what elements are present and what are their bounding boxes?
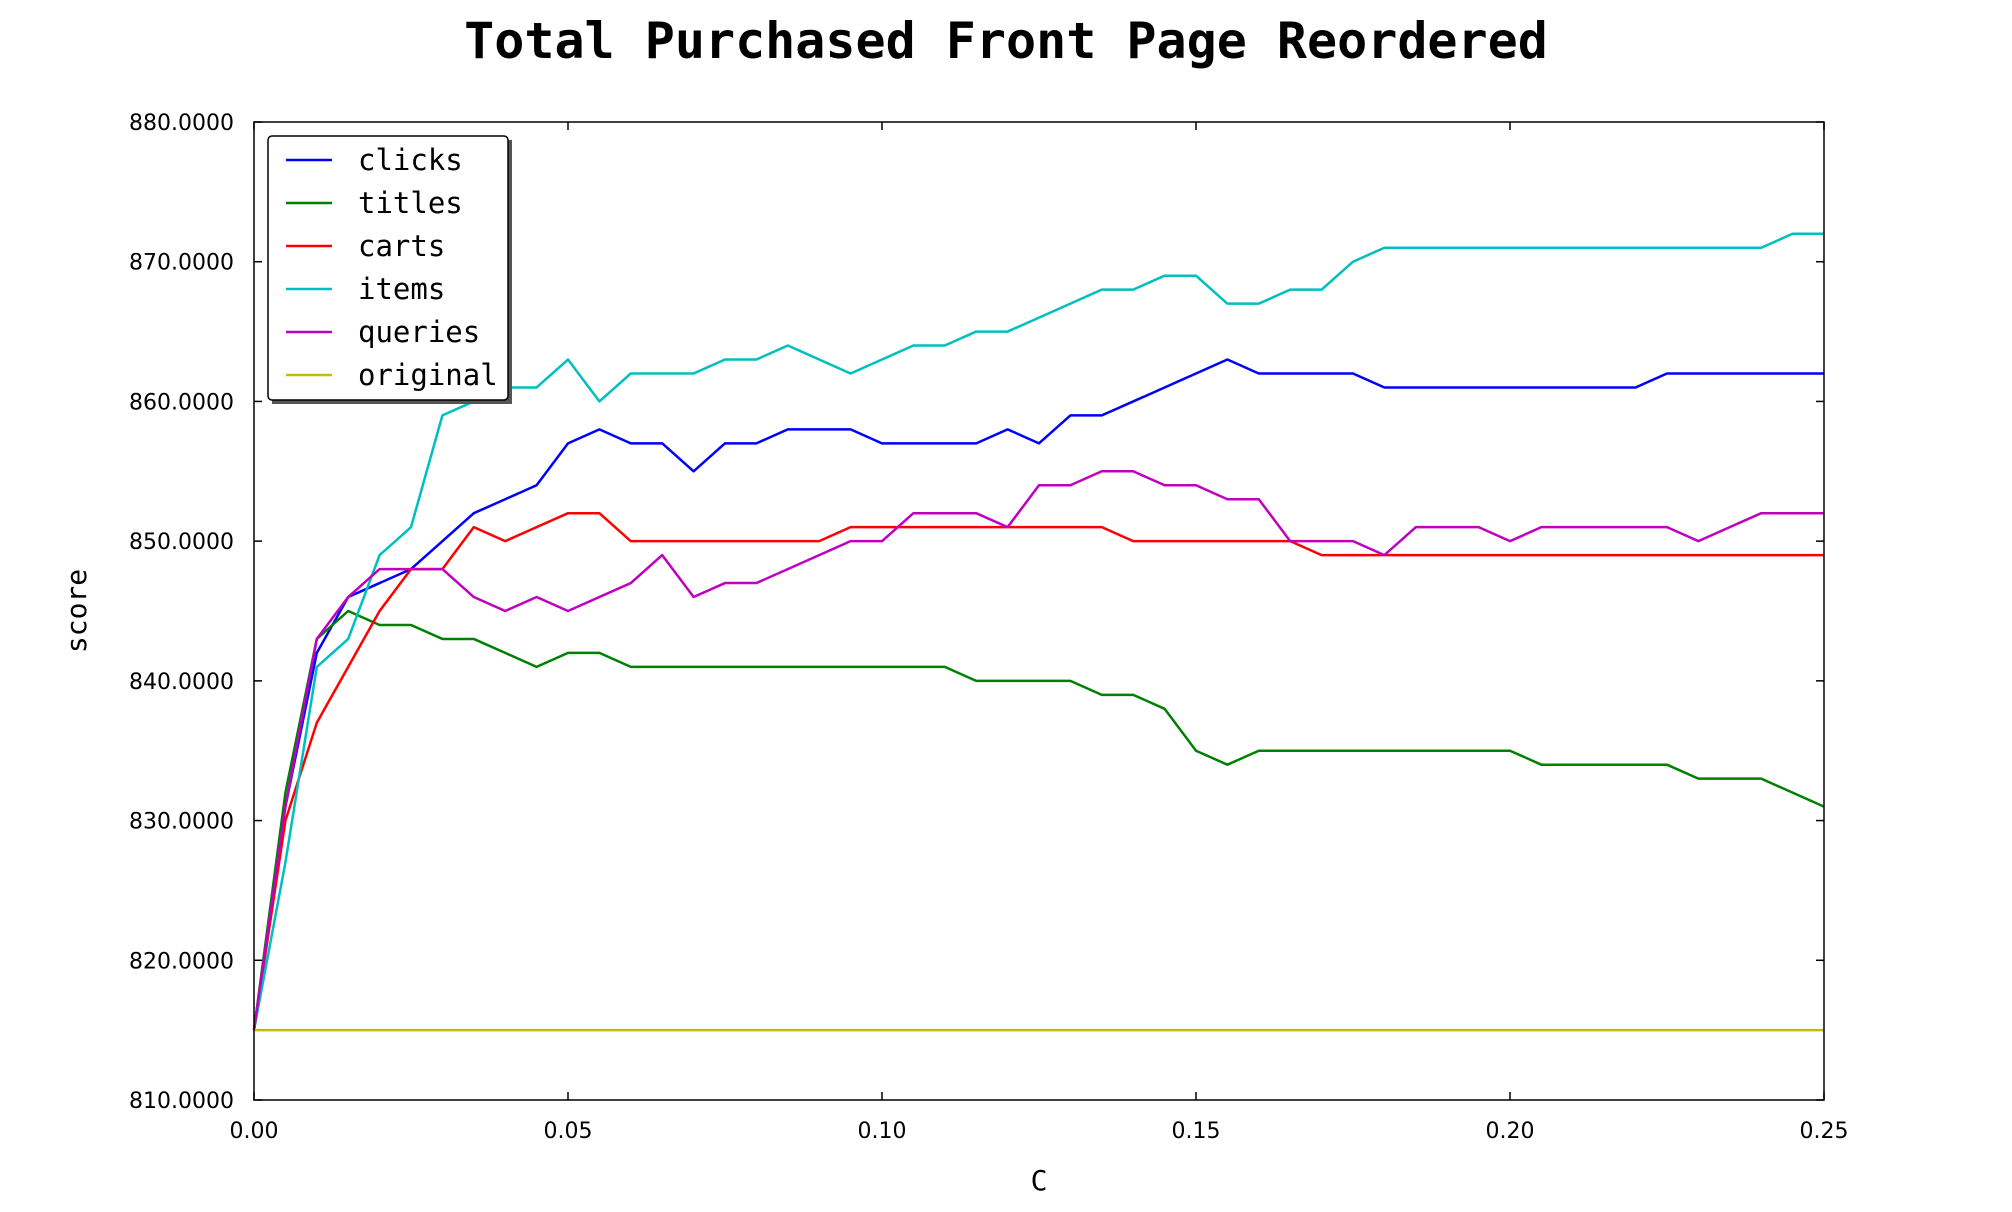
legend-label-carts: carts bbox=[358, 229, 445, 263]
x-tick-label: 0.05 bbox=[544, 1119, 593, 1144]
series-lines bbox=[252, 232, 1825, 1032]
y-tick-label: 860.0000 bbox=[129, 390, 234, 415]
y-tick-label: 820.0000 bbox=[129, 949, 234, 974]
legend: clicks titles carts items queries original bbox=[267, 135, 512, 404]
x-tick-label: 0.20 bbox=[1486, 1119, 1535, 1144]
legend-label-clicks: clicks bbox=[358, 143, 463, 177]
y-tick-label: 830.0000 bbox=[129, 810, 234, 835]
y-tick-label: 840.0000 bbox=[129, 670, 234, 695]
y-tick-label: 870.0000 bbox=[129, 251, 234, 276]
x-tick-label: 0.00 bbox=[230, 1119, 279, 1144]
axis-ticks: 0.00 0.05 0.10 0.15 0.20 0.25 810.0000 820.0000… bbox=[129, 111, 1848, 1144]
series-line-queries bbox=[252, 470, 1824, 1031]
series-line-items bbox=[252, 232, 1824, 1031]
series-line-titles bbox=[252, 609, 1825, 1031]
y-tick-label: 880.0000 bbox=[129, 111, 234, 136]
y-tick-label: 850.0000 bbox=[129, 530, 234, 555]
x-tick-label: 0.10 bbox=[858, 1119, 907, 1144]
chart-title: Total Purchased Front Page Reordered bbox=[464, 12, 1548, 70]
legend-label-original: original bbox=[358, 358, 498, 392]
legend-label-items: items bbox=[358, 272, 445, 306]
legend-label-titles: titles bbox=[358, 186, 463, 220]
y-axis-label: score bbox=[60, 569, 93, 653]
y-tick-label: 810.0000 bbox=[129, 1089, 234, 1114]
legend-label-queries: queries bbox=[358, 315, 480, 349]
series-line-clicks bbox=[252, 358, 1824, 1031]
plot-frame bbox=[253, 121, 1825, 1101]
x-tick-label: 0.25 bbox=[1800, 1119, 1849, 1144]
x-axis-label: C bbox=[1031, 1164, 1048, 1197]
x-tick-label: 0.15 bbox=[1172, 1119, 1221, 1144]
series-line-carts bbox=[252, 511, 1824, 1031]
